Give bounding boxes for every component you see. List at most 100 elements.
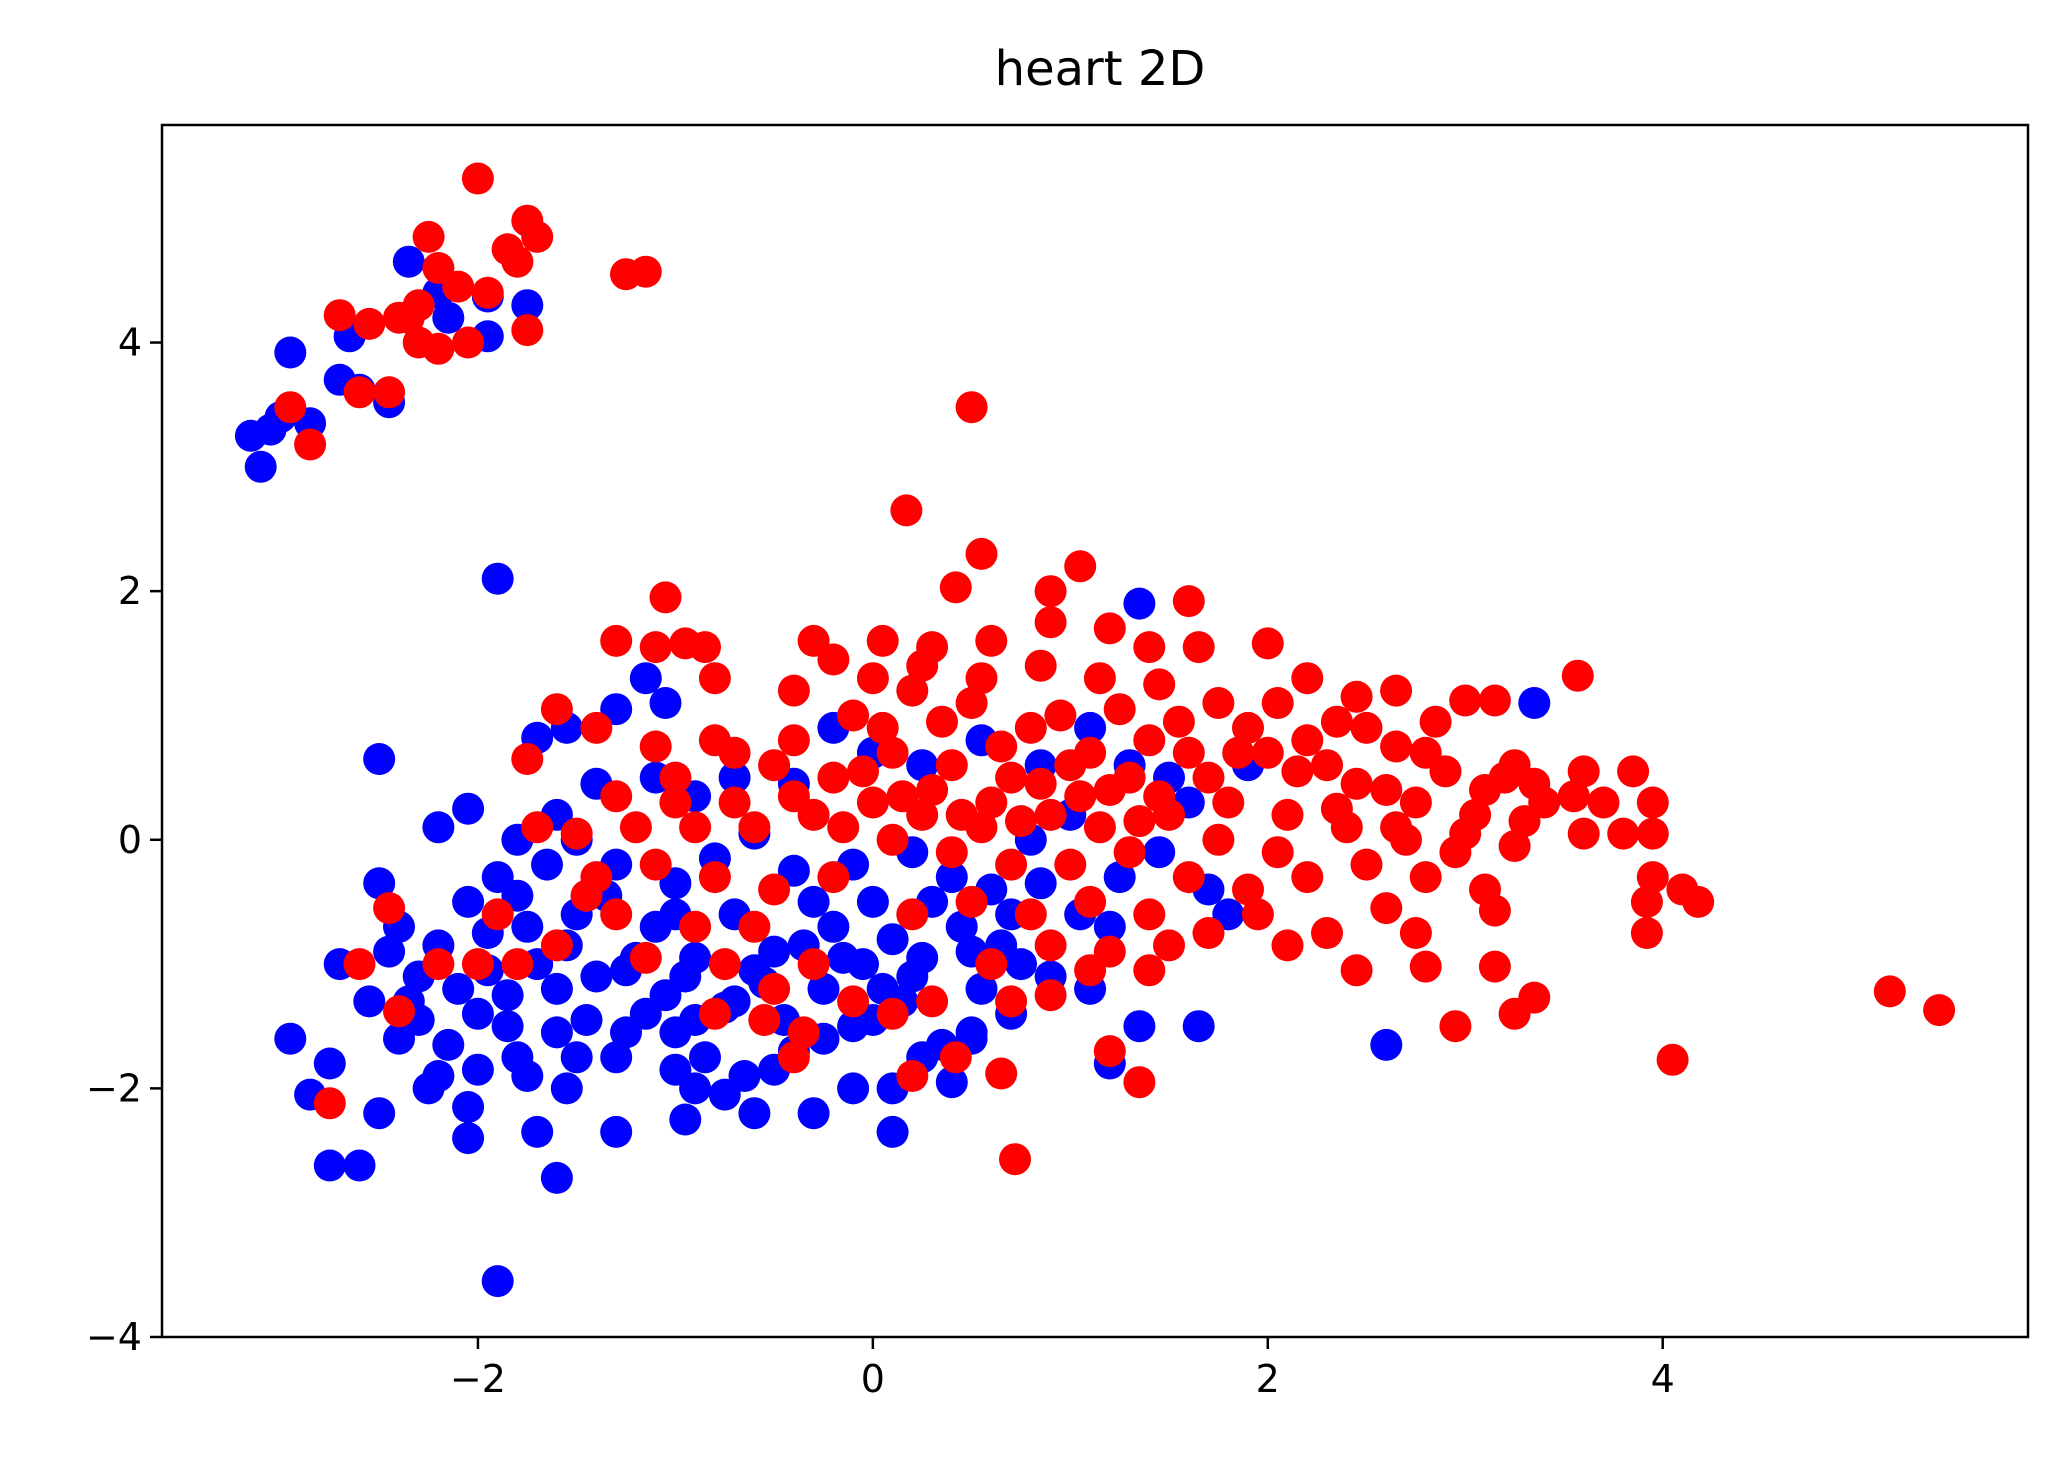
scatter-point (1380, 730, 1413, 763)
scatter-point (975, 786, 1008, 819)
scatter-point (481, 898, 514, 931)
scatter-point (1561, 659, 1594, 692)
scatter-point (896, 674, 929, 707)
scatter-point (570, 1004, 603, 1036)
axes-frame (160, 123, 2030, 1339)
scatter-point (313, 1047, 346, 1080)
scatter-point (1093, 935, 1126, 968)
scatter-point (461, 948, 494, 981)
scatter-point (412, 1072, 445, 1105)
scatter-point (856, 786, 889, 819)
scatter-point (708, 1078, 741, 1111)
scatter-point (999, 1143, 1031, 1176)
scatter-point (1024, 649, 1057, 682)
scatter-point (669, 960, 702, 993)
scatter-point (1103, 861, 1136, 894)
scatter-point (1636, 861, 1669, 894)
scatter-point (758, 972, 791, 1005)
scatter-point (600, 780, 633, 813)
scatter-point (1034, 606, 1067, 639)
scatter-point (866, 624, 899, 657)
scatter-point (392, 301, 425, 334)
scatter-point (1567, 817, 1600, 850)
scatter-point (313, 1087, 346, 1120)
scatter-point (373, 376, 406, 409)
scatter-point (1340, 954, 1373, 987)
scatter-point (521, 811, 554, 844)
scatter-point (1083, 662, 1116, 695)
scatter-point (679, 910, 712, 943)
scatter-point (1380, 811, 1413, 844)
scatter-point (906, 749, 939, 782)
scatter-point (718, 761, 751, 794)
scatter-point (965, 972, 998, 1005)
scatter-point (649, 581, 682, 614)
scatter-point (1656, 1043, 1689, 1076)
scatter-point (600, 1115, 633, 1148)
points-layer (234, 162, 1956, 1298)
scatter-point (1074, 885, 1107, 918)
scatter-point (511, 910, 544, 943)
scatter-point (975, 624, 1008, 657)
scatter-point (738, 811, 771, 844)
scatter-point (432, 301, 465, 334)
scatter-point (600, 1041, 633, 1074)
scatter-point (797, 948, 830, 981)
scatter-point (629, 662, 662, 695)
scatter-point (343, 376, 376, 409)
scatter-point (1093, 612, 1126, 645)
scatter-point (1439, 836, 1472, 869)
scatter-point (1153, 929, 1185, 962)
scatter-point (1251, 736, 1284, 769)
scatter-point (1172, 861, 1205, 894)
scatter-point (1113, 761, 1146, 794)
scatter-point (1024, 767, 1057, 800)
scatter-point (294, 428, 327, 461)
scatter-point (758, 873, 791, 906)
scatter-point (550, 1072, 583, 1105)
scatter-point (461, 162, 494, 195)
scatter-point (1587, 786, 1620, 819)
scatter-point (471, 276, 504, 309)
scatter-point (876, 1115, 909, 1148)
scatter-point (1192, 917, 1225, 949)
scatter-point (1682, 885, 1715, 918)
scatter-point (501, 245, 534, 278)
scatter-point (1370, 1028, 1403, 1061)
scatter-point (748, 1004, 781, 1036)
scatter-point (698, 724, 731, 757)
scatter-point (1054, 848, 1087, 881)
y-tick-label: 2 (118, 569, 142, 613)
scatter-point (817, 643, 850, 676)
scatter-point (1409, 736, 1442, 769)
scatter-point (521, 1115, 554, 1148)
scatter-point (939, 1041, 972, 1074)
scatter-point (1409, 950, 1442, 983)
y-tick-label: −2 (86, 1066, 142, 1110)
scatter-point (856, 885, 889, 918)
scatter-point (689, 1041, 721, 1074)
scatter-point (1034, 979, 1067, 1012)
scatter-point (1172, 736, 1205, 769)
x-tick-label: 4 (1651, 1357, 1675, 1401)
scatter-point (629, 997, 662, 1030)
scatter-point (1320, 705, 1353, 738)
scatter-point (1291, 861, 1324, 894)
scatter-point (1370, 774, 1403, 806)
scatter-point (461, 1053, 494, 1086)
scatter-point (985, 1057, 1018, 1090)
scatter-point (1024, 867, 1057, 900)
scatter-point (1202, 823, 1235, 856)
y-tick-label: 0 (118, 818, 142, 862)
scatter-point (975, 948, 1008, 981)
scatter-point (452, 885, 485, 918)
scatter-point (837, 699, 870, 732)
scatter-point (777, 780, 810, 813)
scatter-point (965, 537, 998, 570)
scatter-point (1232, 711, 1264, 744)
scatter-point (1005, 805, 1037, 838)
scatter-point (886, 780, 919, 813)
chart-title: heart 2D (995, 41, 1206, 97)
scatter-point (1123, 1010, 1156, 1043)
scatter-point (560, 1041, 593, 1074)
